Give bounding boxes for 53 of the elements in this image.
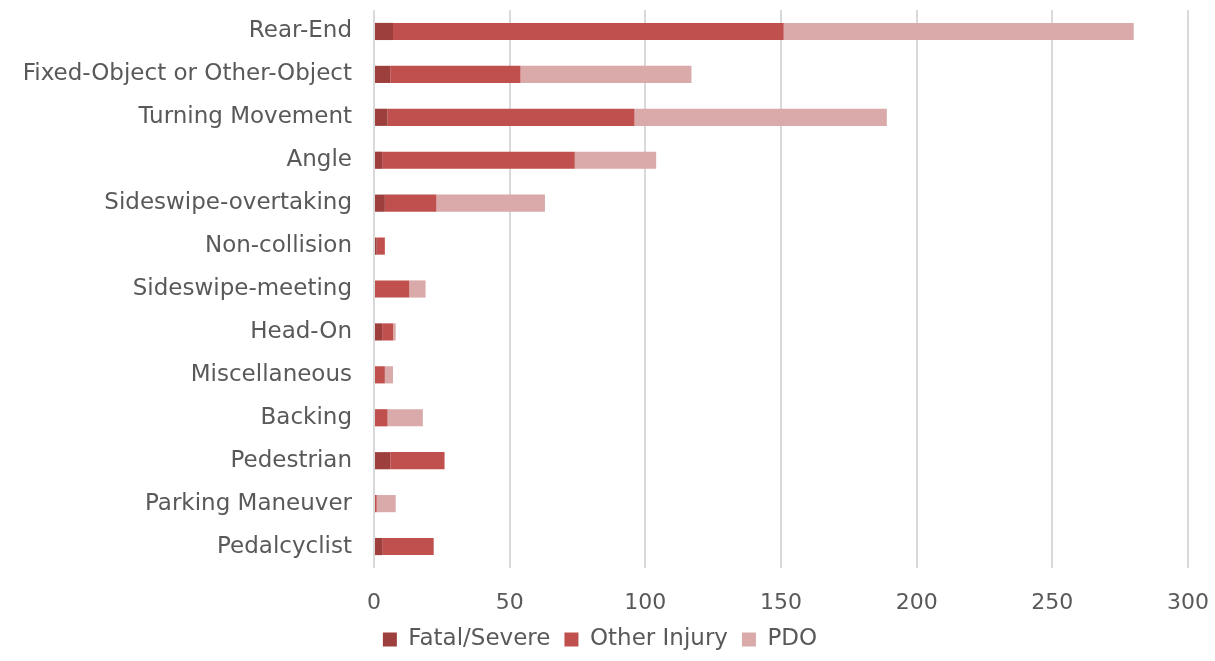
bar xyxy=(382,151,575,169)
bar xyxy=(436,194,545,212)
bar xyxy=(409,280,426,298)
bar xyxy=(375,22,393,41)
y-tick-label: Sideswipe-overtaking xyxy=(104,188,352,215)
y-tick-label: Turning Movement xyxy=(137,102,352,129)
bar xyxy=(382,537,434,556)
bar xyxy=(384,194,437,212)
bar xyxy=(375,194,385,212)
legend-label: Other Injury xyxy=(589,624,728,651)
bar xyxy=(392,22,784,41)
bar xyxy=(783,22,1134,41)
y-tick-label: Miscellaneous xyxy=(190,359,352,386)
bar xyxy=(520,65,692,83)
bar xyxy=(375,280,410,298)
legend-label: PDO xyxy=(767,624,818,651)
x-tick-label: 50 xyxy=(495,588,524,614)
bar xyxy=(375,409,388,427)
legend-label: Fatal/Severe xyxy=(408,624,551,651)
bar xyxy=(375,452,391,470)
x-tick-label: 200 xyxy=(895,588,938,614)
bar xyxy=(376,495,396,513)
bar xyxy=(375,537,383,556)
y-tick-label: Parking Maneuver xyxy=(144,488,353,515)
bar xyxy=(392,323,396,341)
y-tick-label: Sideswipe-meeting xyxy=(132,273,352,300)
y-tick-label: Rear-End xyxy=(248,16,352,43)
bar xyxy=(387,108,635,126)
bar xyxy=(387,409,423,427)
bar xyxy=(390,65,521,83)
bar xyxy=(376,237,385,255)
x-tick-label: 0 xyxy=(367,588,381,614)
bar xyxy=(634,108,887,126)
bar xyxy=(384,366,393,384)
bar xyxy=(375,366,385,384)
bar xyxy=(382,323,393,341)
y-tick-label: Pedalcyclist xyxy=(217,531,352,558)
y-tick-label: Backing xyxy=(260,402,352,429)
bar xyxy=(390,452,445,470)
y-tick-label: Fixed-Object or Other-Object xyxy=(22,59,352,86)
x-tick-label: 100 xyxy=(624,588,667,614)
bar xyxy=(375,65,391,83)
bar xyxy=(375,151,383,169)
x-tick-label: 250 xyxy=(1031,588,1074,614)
x-tick-label: 300 xyxy=(1167,588,1209,614)
bar xyxy=(375,323,383,341)
x-tick-label: 150 xyxy=(760,588,802,614)
bar xyxy=(375,108,388,126)
y-tick-label: Angle xyxy=(286,145,352,172)
y-tick-label: Head-On xyxy=(250,316,352,343)
y-tick-label: Non-collision xyxy=(204,231,352,258)
bar xyxy=(574,151,657,169)
y-tick-label: Pedestrian xyxy=(230,445,352,472)
